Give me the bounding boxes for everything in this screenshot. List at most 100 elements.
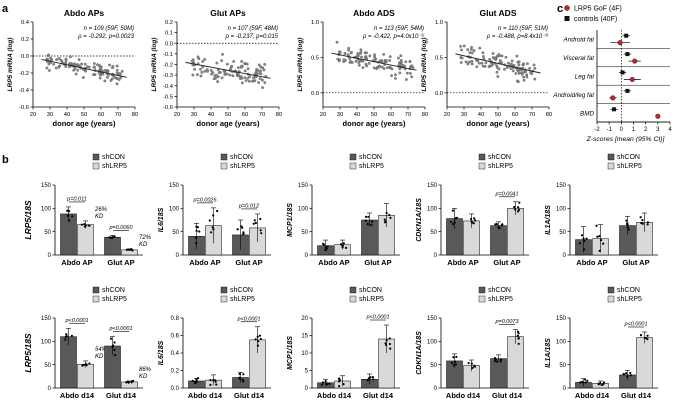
replicate-point bbox=[85, 363, 88, 366]
y-tick-label: 0.0 bbox=[165, 41, 173, 47]
x-tick-label: 70 bbox=[405, 112, 411, 118]
replicate-point bbox=[452, 356, 455, 359]
data-point bbox=[398, 67, 402, 71]
x-category-label: Glut d14 bbox=[234, 391, 265, 400]
y-tick-label: -0.1 bbox=[163, 52, 173, 58]
x-category-label: Abdo AP bbox=[576, 258, 607, 267]
y-tick-label: 0.1 bbox=[165, 31, 173, 37]
data-point bbox=[462, 44, 466, 48]
p-value-label: p=0.011 bbox=[66, 196, 87, 202]
y-tick-label: 100 bbox=[556, 340, 567, 346]
replicate-point bbox=[113, 348, 116, 352]
replicate-point bbox=[579, 381, 582, 384]
data-point bbox=[196, 73, 199, 77]
data-point bbox=[50, 58, 54, 61]
x-category-label: Glut AP bbox=[622, 258, 649, 267]
data-point bbox=[109, 79, 113, 82]
y-tick-label: 150 bbox=[41, 183, 52, 189]
data-point bbox=[261, 86, 264, 89]
replicate-point bbox=[370, 223, 373, 227]
x-tick-label: 30 bbox=[461, 112, 467, 118]
data-point bbox=[505, 66, 509, 70]
replicate-point bbox=[338, 377, 341, 380]
y-tick-label: 5 bbox=[305, 369, 309, 375]
legend-swatch-shlrp5 bbox=[478, 295, 486, 303]
data-point bbox=[398, 71, 402, 75]
y-tick-label: 0.0 bbox=[171, 386, 180, 392]
data-point bbox=[516, 80, 520, 84]
data-point bbox=[495, 66, 499, 69]
x-category-label: Glut d14 bbox=[363, 391, 394, 400]
legend-label-shlrp5: shLRP5 bbox=[230, 163, 255, 170]
x-tick-label: 40 bbox=[208, 112, 214, 118]
replicate-point bbox=[585, 237, 588, 240]
replicate-point bbox=[639, 216, 642, 219]
data-point bbox=[410, 64, 414, 68]
replicate-point bbox=[389, 347, 392, 350]
data-point bbox=[373, 53, 377, 57]
scatter-panel-a2: Glut APs n = 107 (59F, 48M) ρ = -0.237, p=… bbox=[151, 8, 282, 128]
y-axis-label: MCP1/18S bbox=[287, 336, 294, 370]
replicate-point bbox=[470, 220, 473, 223]
replicate-point bbox=[371, 376, 375, 379]
replicate-point bbox=[66, 209, 69, 212]
x-axis-label: donor age (years) bbox=[197, 119, 260, 128]
data-point bbox=[209, 68, 213, 72]
y-tick-label: 0.5 bbox=[311, 55, 319, 61]
data-point bbox=[248, 75, 252, 78]
legend-label-shlrp5: shLRP5 bbox=[488, 296, 513, 303]
y-tick-label: 1.0 bbox=[435, 20, 443, 26]
data-point bbox=[263, 62, 267, 66]
replicate-point bbox=[494, 358, 497, 361]
y-tick-label: 150 bbox=[427, 316, 438, 322]
legend-label-shlrp5: shLRP5 bbox=[359, 296, 384, 303]
data-point bbox=[117, 78, 121, 81]
replicate-point bbox=[584, 381, 587, 384]
replicate-point bbox=[639, 334, 643, 337]
replicate-point bbox=[646, 221, 650, 224]
y-tick-label: 50 bbox=[44, 363, 51, 369]
legend-label-shcon: shCON bbox=[488, 287, 511, 294]
y-axis-label: CDKN1A/18S bbox=[416, 331, 423, 375]
y-tick-label: 100 bbox=[41, 340, 52, 346]
replicate-point bbox=[625, 219, 628, 222]
data-point bbox=[118, 72, 122, 76]
replicate-point bbox=[513, 205, 516, 209]
legend-label-shcon: shCON bbox=[488, 154, 511, 161]
x-tick-label: 80 bbox=[546, 112, 552, 118]
data-point bbox=[74, 72, 78, 76]
panel-letter-a: a bbox=[2, 3, 9, 15]
data-point bbox=[251, 79, 254, 83]
x-category-label: Abdo d14 bbox=[575, 391, 610, 400]
replicate-point bbox=[388, 342, 392, 346]
data-point bbox=[199, 68, 202, 71]
data-point bbox=[46, 54, 50, 58]
replicate-point bbox=[125, 248, 129, 251]
replicate-point bbox=[499, 360, 502, 363]
control-marker bbox=[625, 52, 630, 57]
control-marker bbox=[620, 70, 625, 75]
data-point bbox=[247, 79, 251, 83]
y-tick-label: 0 bbox=[563, 253, 567, 259]
replicate-point bbox=[209, 383, 212, 386]
data-point bbox=[467, 60, 471, 64]
data-point bbox=[258, 69, 262, 73]
x-tick-label: 20 bbox=[320, 112, 326, 118]
replicate-point bbox=[453, 221, 456, 224]
data-point bbox=[394, 73, 397, 77]
replicate-point bbox=[366, 223, 369, 226]
y-tick-label: 0 bbox=[176, 253, 180, 259]
p-value-label: p=0.0073 bbox=[494, 319, 519, 325]
data-point bbox=[72, 68, 76, 72]
replicate-point bbox=[65, 335, 68, 338]
p-value-label: p<0.0001 bbox=[108, 326, 132, 332]
y-tick-label: 150 bbox=[41, 316, 52, 322]
legend-label-shlrp5: shLRP5 bbox=[102, 163, 127, 170]
data-point bbox=[261, 66, 265, 70]
replicate-point bbox=[324, 380, 327, 383]
x-category-label: Glut AP bbox=[493, 258, 520, 267]
plot-title: Glut ADS bbox=[480, 8, 517, 18]
data-point bbox=[87, 65, 91, 69]
data-point bbox=[480, 61, 484, 65]
replicate-point bbox=[598, 235, 601, 238]
